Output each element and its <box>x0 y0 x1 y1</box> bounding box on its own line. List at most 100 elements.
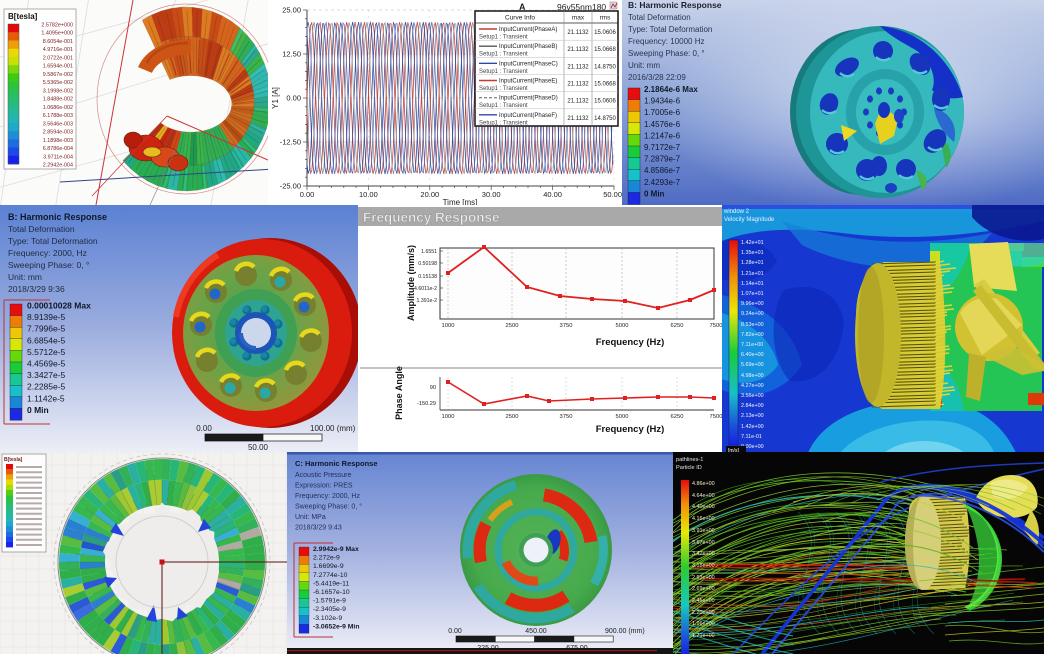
svg-text:3.9711e-004: 3.9711e-004 <box>43 154 73 160</box>
svg-text:rms: rms <box>600 15 612 22</box>
svg-text:12.50: 12.50 <box>282 50 301 59</box>
svg-text:4.16e+00: 4.16e+00 <box>692 516 715 522</box>
svg-text:2.1864e-6 Max: 2.1864e-6 Max <box>644 85 698 94</box>
svg-text:-3.0652e-9 Min: -3.0652e-9 Min <box>313 623 359 630</box>
svg-text:7500: 7500 <box>710 414 722 420</box>
svg-text:Type: Total Deformation: Type: Total Deformation <box>628 25 712 34</box>
svg-text:2016/3/28 22:09: 2016/3/28 22:09 <box>628 73 686 82</box>
svg-text:21.1132: 21.1132 <box>567 116 589 122</box>
svg-text:40.00: 40.00 <box>543 190 562 199</box>
svg-text:7.82e+00: 7.82e+00 <box>741 332 764 338</box>
svg-text:Frequency (Hz): Frequency (Hz) <box>596 424 665 435</box>
svg-text:2.93e+00: 2.93e+00 <box>692 575 715 581</box>
svg-text:3.18e+00: 3.18e+00 <box>692 563 715 569</box>
svg-text:7.2774e-10: 7.2774e-10 <box>313 572 348 579</box>
svg-text:Total Deformation: Total Deformation <box>8 224 75 234</box>
svg-text:7.2879e-7: 7.2879e-7 <box>644 155 681 164</box>
svg-text:90: 90 <box>430 385 436 391</box>
svg-text:2018/3/29 9:43: 2018/3/29 9:43 <box>295 525 342 532</box>
svg-text:Frequency: 2000, Hz: Frequency: 2000, Hz <box>295 493 360 500</box>
svg-text:3.5646e-003: 3.5646e-003 <box>43 121 73 127</box>
svg-text:4.40e+00: 4.40e+00 <box>692 504 715 510</box>
svg-text:5000: 5000 <box>616 414 629 420</box>
svg-text:InputCurrent(PhaseB): InputCurrent(PhaseB) <box>499 44 557 50</box>
svg-text:450.00: 450.00 <box>525 628 547 635</box>
svg-text:1.391e-2: 1.391e-2 <box>417 298 438 304</box>
svg-text:1000: 1000 <box>442 414 455 420</box>
svg-text:Unit: MPa: Unit: MPa <box>295 514 326 521</box>
svg-text:Phase Angle: Phase Angle <box>394 366 404 420</box>
svg-text:9.96e+00: 9.96e+00 <box>741 301 764 307</box>
svg-text:Sweeping Phase: 0, °: Sweeping Phase: 0, ° <box>8 260 89 270</box>
svg-text:0.00010028 Max: 0.00010028 Max <box>27 301 91 311</box>
svg-text:3.91e+00: 3.91e+00 <box>692 528 715 534</box>
svg-text:2.272e-9: 2.272e-9 <box>313 555 340 562</box>
svg-text:InputCurrent(PhaseF): InputCurrent(PhaseF) <box>499 113 557 119</box>
svg-text:1000: 1000 <box>442 323 455 329</box>
svg-text:2.8594e-003: 2.8594e-003 <box>43 130 73 136</box>
svg-text:6250: 6250 <box>671 323 684 329</box>
svg-text:2500: 2500 <box>506 414 519 420</box>
svg-text:4.86e+00: 4.86e+00 <box>692 481 715 487</box>
svg-text:9.5867e-002: 9.5867e-002 <box>43 72 73 78</box>
svg-text:2.0722e-001: 2.0722e-001 <box>43 55 73 61</box>
svg-text:InputCurrent(PhaseC): InputCurrent(PhaseC) <box>499 61 558 67</box>
svg-text:Frequency: 10000 Hz: Frequency: 10000 Hz <box>628 37 705 46</box>
svg-text:-12.50: -12.50 <box>280 138 301 147</box>
svg-text:B: Harmonic Response: B: Harmonic Response <box>8 212 107 222</box>
svg-text:Unit: mm: Unit: mm <box>628 61 660 70</box>
svg-text:21.1132: 21.1132 <box>567 82 589 88</box>
svg-text:2.20e+00: 2.20e+00 <box>692 610 715 616</box>
svg-text:4.6011e-2: 4.6011e-2 <box>414 286 437 292</box>
svg-text:3.3427e-5: 3.3427e-5 <box>27 370 66 380</box>
svg-text:Time [ms]: Time [ms] <box>443 198 478 205</box>
svg-text:Frequency: 2000, Hz: Frequency: 2000, Hz <box>8 248 87 258</box>
svg-text:InputCurrent(PhaseD): InputCurrent(PhaseD) <box>499 96 558 102</box>
svg-text:1.6594e-001: 1.6594e-001 <box>43 64 73 70</box>
svg-text:21.1132: 21.1132 <box>567 47 589 53</box>
svg-text:7500: 7500 <box>710 323 722 329</box>
svg-text:Curve Info: Curve Info <box>505 15 535 22</box>
svg-text:3.56e+00: 3.56e+00 <box>741 393 764 399</box>
svg-text:4.4569e-5: 4.4569e-5 <box>27 359 66 369</box>
svg-text:-5.4419e-11: -5.4419e-11 <box>313 580 349 587</box>
svg-text:5.69e+00: 5.69e+00 <box>741 362 764 368</box>
svg-text:50.00: 50.00 <box>603 190 622 199</box>
svg-text:0.00: 0.00 <box>286 94 301 103</box>
svg-text:Setup1 : Transient: Setup1 : Transient <box>479 52 528 58</box>
svg-text:1.42e+01: 1.42e+01 <box>741 240 764 246</box>
svg-text:4.98e+00: 4.98e+00 <box>741 373 764 379</box>
svg-text:3750: 3750 <box>560 323 573 329</box>
svg-text:21.1132: 21.1132 <box>567 30 589 36</box>
svg-text:0.00e+00: 0.00e+00 <box>741 444 764 450</box>
svg-text:2.2285e-5: 2.2285e-5 <box>27 382 66 392</box>
svg-text:-1.5791e-9: -1.5791e-9 <box>313 598 346 605</box>
svg-text:9.7172e-7: 9.7172e-7 <box>644 143 681 152</box>
svg-text:-6.1657e-10: -6.1657e-10 <box>313 589 350 596</box>
svg-text:4.64e+00: 4.64e+00 <box>692 493 715 499</box>
svg-text:B[tesla]: B[tesla] <box>8 12 38 21</box>
svg-text:6250: 6250 <box>671 414 684 420</box>
svg-text:pathlines-1: pathlines-1 <box>676 457 703 463</box>
svg-text:10.00: 10.00 <box>359 190 378 199</box>
svg-text:1.2147e-6: 1.2147e-6 <box>644 131 681 140</box>
svg-text:0 Min: 0 Min <box>27 405 49 415</box>
svg-text:Setup1 : Transient: Setup1 : Transient <box>479 69 528 75</box>
svg-text:Type: Total Deformation: Type: Total Deformation <box>8 236 98 246</box>
svg-text:2.84e+00: 2.84e+00 <box>741 403 764 409</box>
svg-text:6.1788e-003: 6.1788e-003 <box>43 113 73 119</box>
svg-text:-25.00: -25.00 <box>280 182 301 191</box>
svg-text:15.0668: 15.0668 <box>594 47 616 53</box>
svg-text:2.13e+00: 2.13e+00 <box>741 413 764 419</box>
svg-text:-150.29: -150.29 <box>417 401 436 407</box>
svg-text:1.71e+00: 1.71e+00 <box>692 633 715 639</box>
svg-text:Sweeping Phase: 0, °: Sweeping Phase: 0, ° <box>628 49 705 58</box>
svg-text:1.1142e-5: 1.1142e-5 <box>27 393 65 403</box>
svg-text:3.67e+00: 3.67e+00 <box>692 540 715 546</box>
svg-text:1.21e+01: 1.21e+01 <box>741 271 764 277</box>
svg-text:0.00: 0.00 <box>448 628 462 635</box>
svg-text:0.15138: 0.15138 <box>418 274 437 280</box>
svg-text:1.6551: 1.6551 <box>421 249 437 255</box>
svg-text:2.69e+00: 2.69e+00 <box>692 586 715 592</box>
svg-text:1.96e+00: 1.96e+00 <box>692 621 715 627</box>
